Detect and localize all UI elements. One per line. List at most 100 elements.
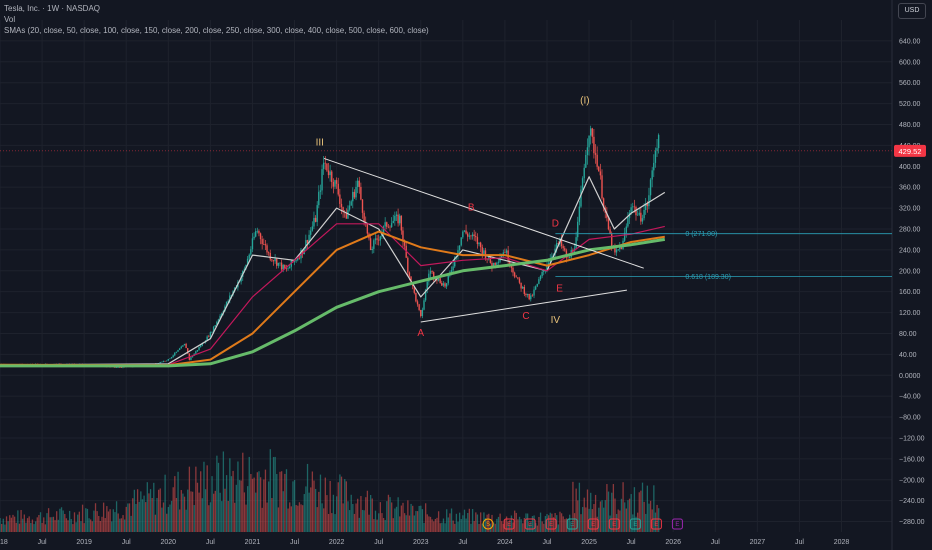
- volume-bar: [64, 513, 66, 532]
- volume-bar: [512, 522, 514, 532]
- candle-body: [534, 286, 537, 290]
- candle-body: [390, 223, 393, 228]
- volume-bar: [337, 482, 339, 532]
- volume-bar: [73, 512, 76, 532]
- earnings-event-icon[interactable]: [587, 518, 599, 530]
- candle-body: [564, 248, 566, 251]
- earnings-event-icon[interactable]: [503, 518, 515, 530]
- volume-bar: [560, 513, 563, 532]
- candle-body: [305, 240, 307, 249]
- volume-bar: [177, 471, 179, 532]
- earnings-event-icon[interactable]: [545, 518, 557, 530]
- volume-bar: [183, 496, 186, 532]
- candle-body: [326, 163, 328, 171]
- volume-bar: [559, 511, 561, 532]
- wave-label: A: [417, 328, 424, 339]
- volume-bar: [70, 519, 72, 532]
- volume-bar: [2, 518, 4, 532]
- y-tick-label: −40.00: [899, 394, 921, 401]
- volume-bar: [141, 499, 144, 532]
- candle-body: [416, 301, 419, 305]
- candle-body: [589, 128, 592, 136]
- currency-button[interactable]: USD: [898, 3, 926, 19]
- volume-bar: [174, 476, 176, 532]
- earnings-event-icon[interactable]: [608, 518, 620, 530]
- candle-body: [525, 293, 527, 296]
- earnings-event-icon[interactable]: [629, 518, 641, 530]
- candle-body: [165, 360, 168, 362]
- volume-bar: [651, 509, 653, 532]
- volume-indicator-label[interactable]: Vol: [4, 15, 16, 24]
- candle-body: [421, 309, 424, 317]
- volume-bar: [33, 524, 35, 532]
- volume-bar: [148, 493, 150, 532]
- candle-body: [656, 148, 658, 151]
- candle-body: [229, 295, 231, 301]
- x-tick-label: 2018: [0, 539, 8, 546]
- volume-bar: [434, 518, 437, 532]
- volume-bar: [39, 512, 42, 532]
- volume-bar: [138, 501, 140, 532]
- earnings-event-icon[interactable]: [524, 518, 536, 530]
- volume-bar: [538, 516, 540, 532]
- volume-bar: [282, 491, 284, 532]
- volume-bar: [543, 523, 545, 532]
- candle-body: [400, 215, 403, 231]
- candle-body: [277, 262, 280, 266]
- volume-bar: [603, 507, 605, 532]
- candle-body: [374, 238, 377, 241]
- earnings-event-icon[interactable]: [566, 518, 578, 530]
- sma-indicator-label[interactable]: SMAs (20, close, 50, close, 100, close, …: [4, 26, 429, 35]
- candle-body: [536, 283, 538, 287]
- volume-bar: [526, 513, 529, 532]
- candle-body: [657, 134, 660, 149]
- volume-bar: [261, 507, 263, 532]
- volume-bar: [36, 517, 38, 532]
- volume-bar: [196, 482, 199, 532]
- candle-body: [177, 350, 179, 352]
- volume-bar: [9, 515, 11, 532]
- earnings-event-icon[interactable]: [671, 518, 683, 530]
- candle-body: [473, 234, 475, 237]
- volume-bar: [201, 498, 203, 532]
- candle-body: [308, 234, 310, 243]
- candle-body: [531, 295, 534, 297]
- candle-body: [169, 358, 171, 360]
- volume-bar: [510, 515, 513, 532]
- candle-body: [470, 235, 472, 237]
- volume-bar: [101, 516, 103, 532]
- y-tick-label: 480.00: [899, 122, 921, 129]
- volume-bar: [46, 513, 48, 532]
- volume-bar: [402, 502, 404, 532]
- y-tick-label: 640.00: [899, 38, 921, 45]
- volume-bar: [376, 519, 378, 532]
- volume-bar: [59, 508, 61, 532]
- volume-bar: [145, 502, 147, 532]
- split-event-icon[interactable]: [482, 518, 494, 530]
- candle-body: [267, 252, 270, 253]
- volume-bar: [619, 510, 621, 532]
- candle-body: [599, 171, 602, 176]
- candle-body: [580, 189, 582, 207]
- x-tick-label: Jul: [795, 539, 804, 546]
- earnings-event-icon[interactable]: [650, 518, 662, 530]
- candle-body: [648, 195, 650, 207]
- volume-bar: [5, 516, 8, 532]
- symbol-title[interactable]: Tesla, Inc. · 1W · NASDAQ: [4, 4, 101, 13]
- volume-bar: [429, 516, 432, 532]
- y-tick-label: 360.00: [899, 185, 921, 192]
- volume-bar: [124, 519, 126, 532]
- volume-bar: [497, 516, 500, 532]
- candle-body: [373, 240, 375, 249]
- candle-body: [251, 238, 254, 250]
- candle-body: [423, 300, 425, 310]
- candle-body: [115, 367, 118, 368]
- volume-bar: [586, 489, 589, 532]
- candle-body: [337, 183, 339, 195]
- candle-body: [240, 276, 242, 282]
- candle-body: [588, 135, 590, 148]
- candle-body: [288, 266, 291, 269]
- volume-bar: [157, 489, 160, 532]
- candle-body: [465, 230, 467, 234]
